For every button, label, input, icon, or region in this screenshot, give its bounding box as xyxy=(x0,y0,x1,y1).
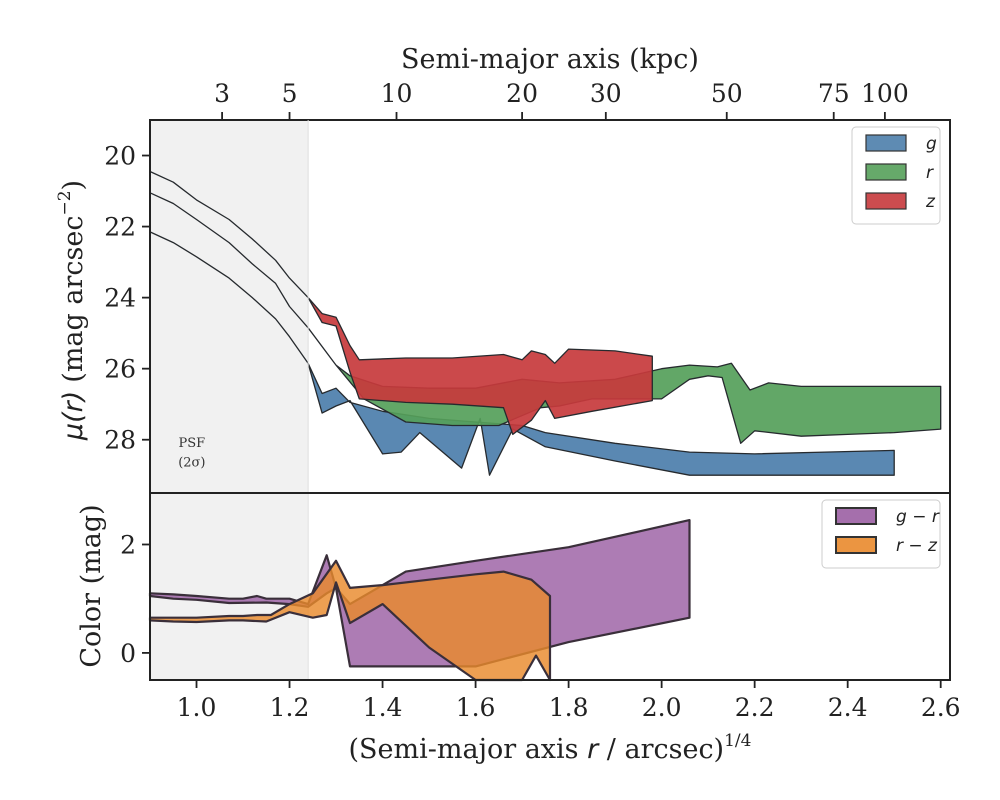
y-title-close: ) xyxy=(58,180,89,191)
top-x-axis-title: Semi-major axis (kpc) xyxy=(401,44,699,75)
x-title-exp: 1/4 xyxy=(724,731,751,751)
kpc-tick-label: 3 xyxy=(214,79,230,108)
kpc-tick-label: 30 xyxy=(590,79,622,108)
bottom-ytick-label: 2 xyxy=(120,530,136,559)
kpc-tick-label: 50 xyxy=(711,79,743,108)
kpc-tick-label: 5 xyxy=(282,79,298,108)
top-ytick-label: 22 xyxy=(104,213,136,242)
kpc-tick-label: 100 xyxy=(861,79,909,108)
x-title-pre: (Semi-major axis xyxy=(349,734,588,765)
legend-swatch xyxy=(865,163,907,181)
top-ytick-label: 26 xyxy=(104,355,136,384)
psf-label: PSF xyxy=(179,436,206,451)
y-title-r: (r) xyxy=(58,391,89,423)
bottom-xtick-label: 1.2 xyxy=(270,693,310,722)
bottom-ytick-label: 0 xyxy=(120,639,136,668)
bottom-xtick-label: 1.4 xyxy=(363,693,403,722)
y-title-mu: μ xyxy=(58,423,89,441)
bottom-xtick-label: 1.6 xyxy=(456,693,496,722)
bottom-xtick-label: 1.0 xyxy=(177,693,217,722)
x-title-r: r xyxy=(587,734,600,765)
y-title-exp: −2 xyxy=(55,190,75,215)
bottom-y-ticks: 02 xyxy=(120,530,150,668)
kpc-tick-label: 10 xyxy=(381,79,413,108)
bottom-panel-frame xyxy=(149,492,951,681)
kpc-tick-label: 20 xyxy=(506,79,538,108)
legend-label: z xyxy=(925,192,936,212)
bottom-xtick-label: 2.2 xyxy=(735,693,775,722)
bottom-xtick-label: 2.6 xyxy=(921,693,961,722)
psf-shaded-region xyxy=(150,120,309,493)
legend-swatch xyxy=(865,192,907,210)
legend-label: r − z xyxy=(896,536,938,556)
top-legend: grz xyxy=(851,126,941,225)
bottom-legend: g − r r − z xyxy=(821,499,941,569)
bottom-x-ticks: 1.0 1.2 1.4 1.6 1.8 2.0 2.2 2.4 2.6 xyxy=(177,680,961,722)
legend-label: r xyxy=(926,163,934,183)
top-y-ticks: 20 22 24 26 28 xyxy=(104,142,150,455)
top-ytick-label: 24 xyxy=(104,284,136,313)
x-title-post: / arcsec) xyxy=(598,734,724,765)
legend-label: g xyxy=(926,134,937,154)
top-ytick-label: 28 xyxy=(104,426,136,455)
y-title-main: (mag arcsec xyxy=(58,216,89,383)
top-y-axis-title: μ(r) (mag arcsec−2) xyxy=(55,180,89,441)
top-kpc-ticks: 3 5 10 20 30 50 75 100 xyxy=(214,79,909,120)
band-r xyxy=(149,192,942,444)
legend-swatch xyxy=(835,536,877,554)
bottom-xtick-label: 2.0 xyxy=(642,693,682,722)
bottom-xtick-label: 2.4 xyxy=(828,693,868,722)
color-panel: 02 1.0 1.2 1.4 1.6 1.8 2.0 2.2 2.4 2.6 g − rr − … xyxy=(120,492,961,722)
kpc-tick-label: 75 xyxy=(818,79,850,108)
bottom-x-axis-title: (Semi-major axis r / arcsec)1/4 xyxy=(349,731,752,765)
psf-shaded-region-color xyxy=(150,493,309,680)
bottom-xtick-label: 1.8 xyxy=(549,693,589,722)
bottom-y-axis-title: Color (mag) xyxy=(76,504,107,667)
legend-swatch xyxy=(865,134,907,152)
legend-label: g − r xyxy=(896,507,940,527)
psf-sublabel: (2σ) xyxy=(178,455,205,470)
top-ytick-label: 20 xyxy=(104,142,136,171)
legend-swatch xyxy=(835,507,877,525)
